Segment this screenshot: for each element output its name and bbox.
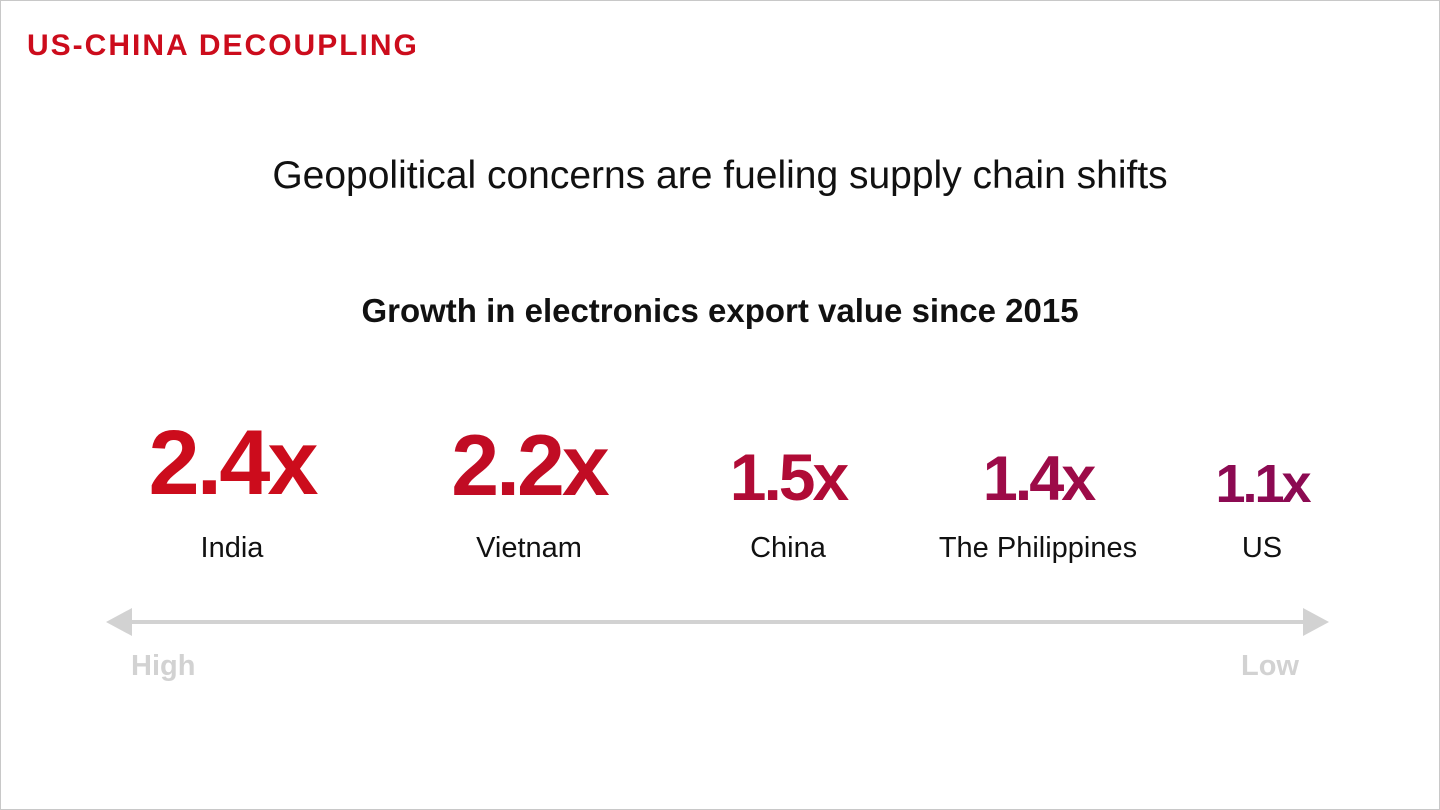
scale-label-high: High xyxy=(131,650,196,682)
arrow-head-right xyxy=(1303,608,1329,636)
country-label: Vietnam xyxy=(476,532,582,564)
country-label: The Philippines xyxy=(938,532,1138,564)
section-kicker: US-CHINA DECOUPLING xyxy=(27,29,419,62)
growth-value: 2.4x xyxy=(148,412,318,514)
country-label: US xyxy=(1241,532,1283,564)
value-item: 2.4x India xyxy=(92,410,372,565)
country-label: India xyxy=(200,532,264,564)
growth-value: 1.5x xyxy=(729,440,849,514)
high-low-arrow xyxy=(106,608,1329,636)
growth-value: 1.4x xyxy=(982,444,1097,514)
scale-label-low: Low xyxy=(1241,650,1299,682)
value-item: 1.5x China xyxy=(648,410,928,565)
value-item: 1.4x The Philippines xyxy=(898,410,1178,565)
value-item: 2.2x Vietnam xyxy=(389,410,669,565)
chart-title: Growth in electronics export value since… xyxy=(361,292,1079,329)
arrow-head-left xyxy=(106,608,132,636)
value-item: 1.1x US xyxy=(1122,410,1402,565)
country-label: China xyxy=(750,532,826,564)
growth-value: 1.1x xyxy=(1215,454,1311,514)
growth-value: 2.2x xyxy=(451,418,609,514)
headline: Geopolitical concerns are fueling supply… xyxy=(272,154,1168,197)
